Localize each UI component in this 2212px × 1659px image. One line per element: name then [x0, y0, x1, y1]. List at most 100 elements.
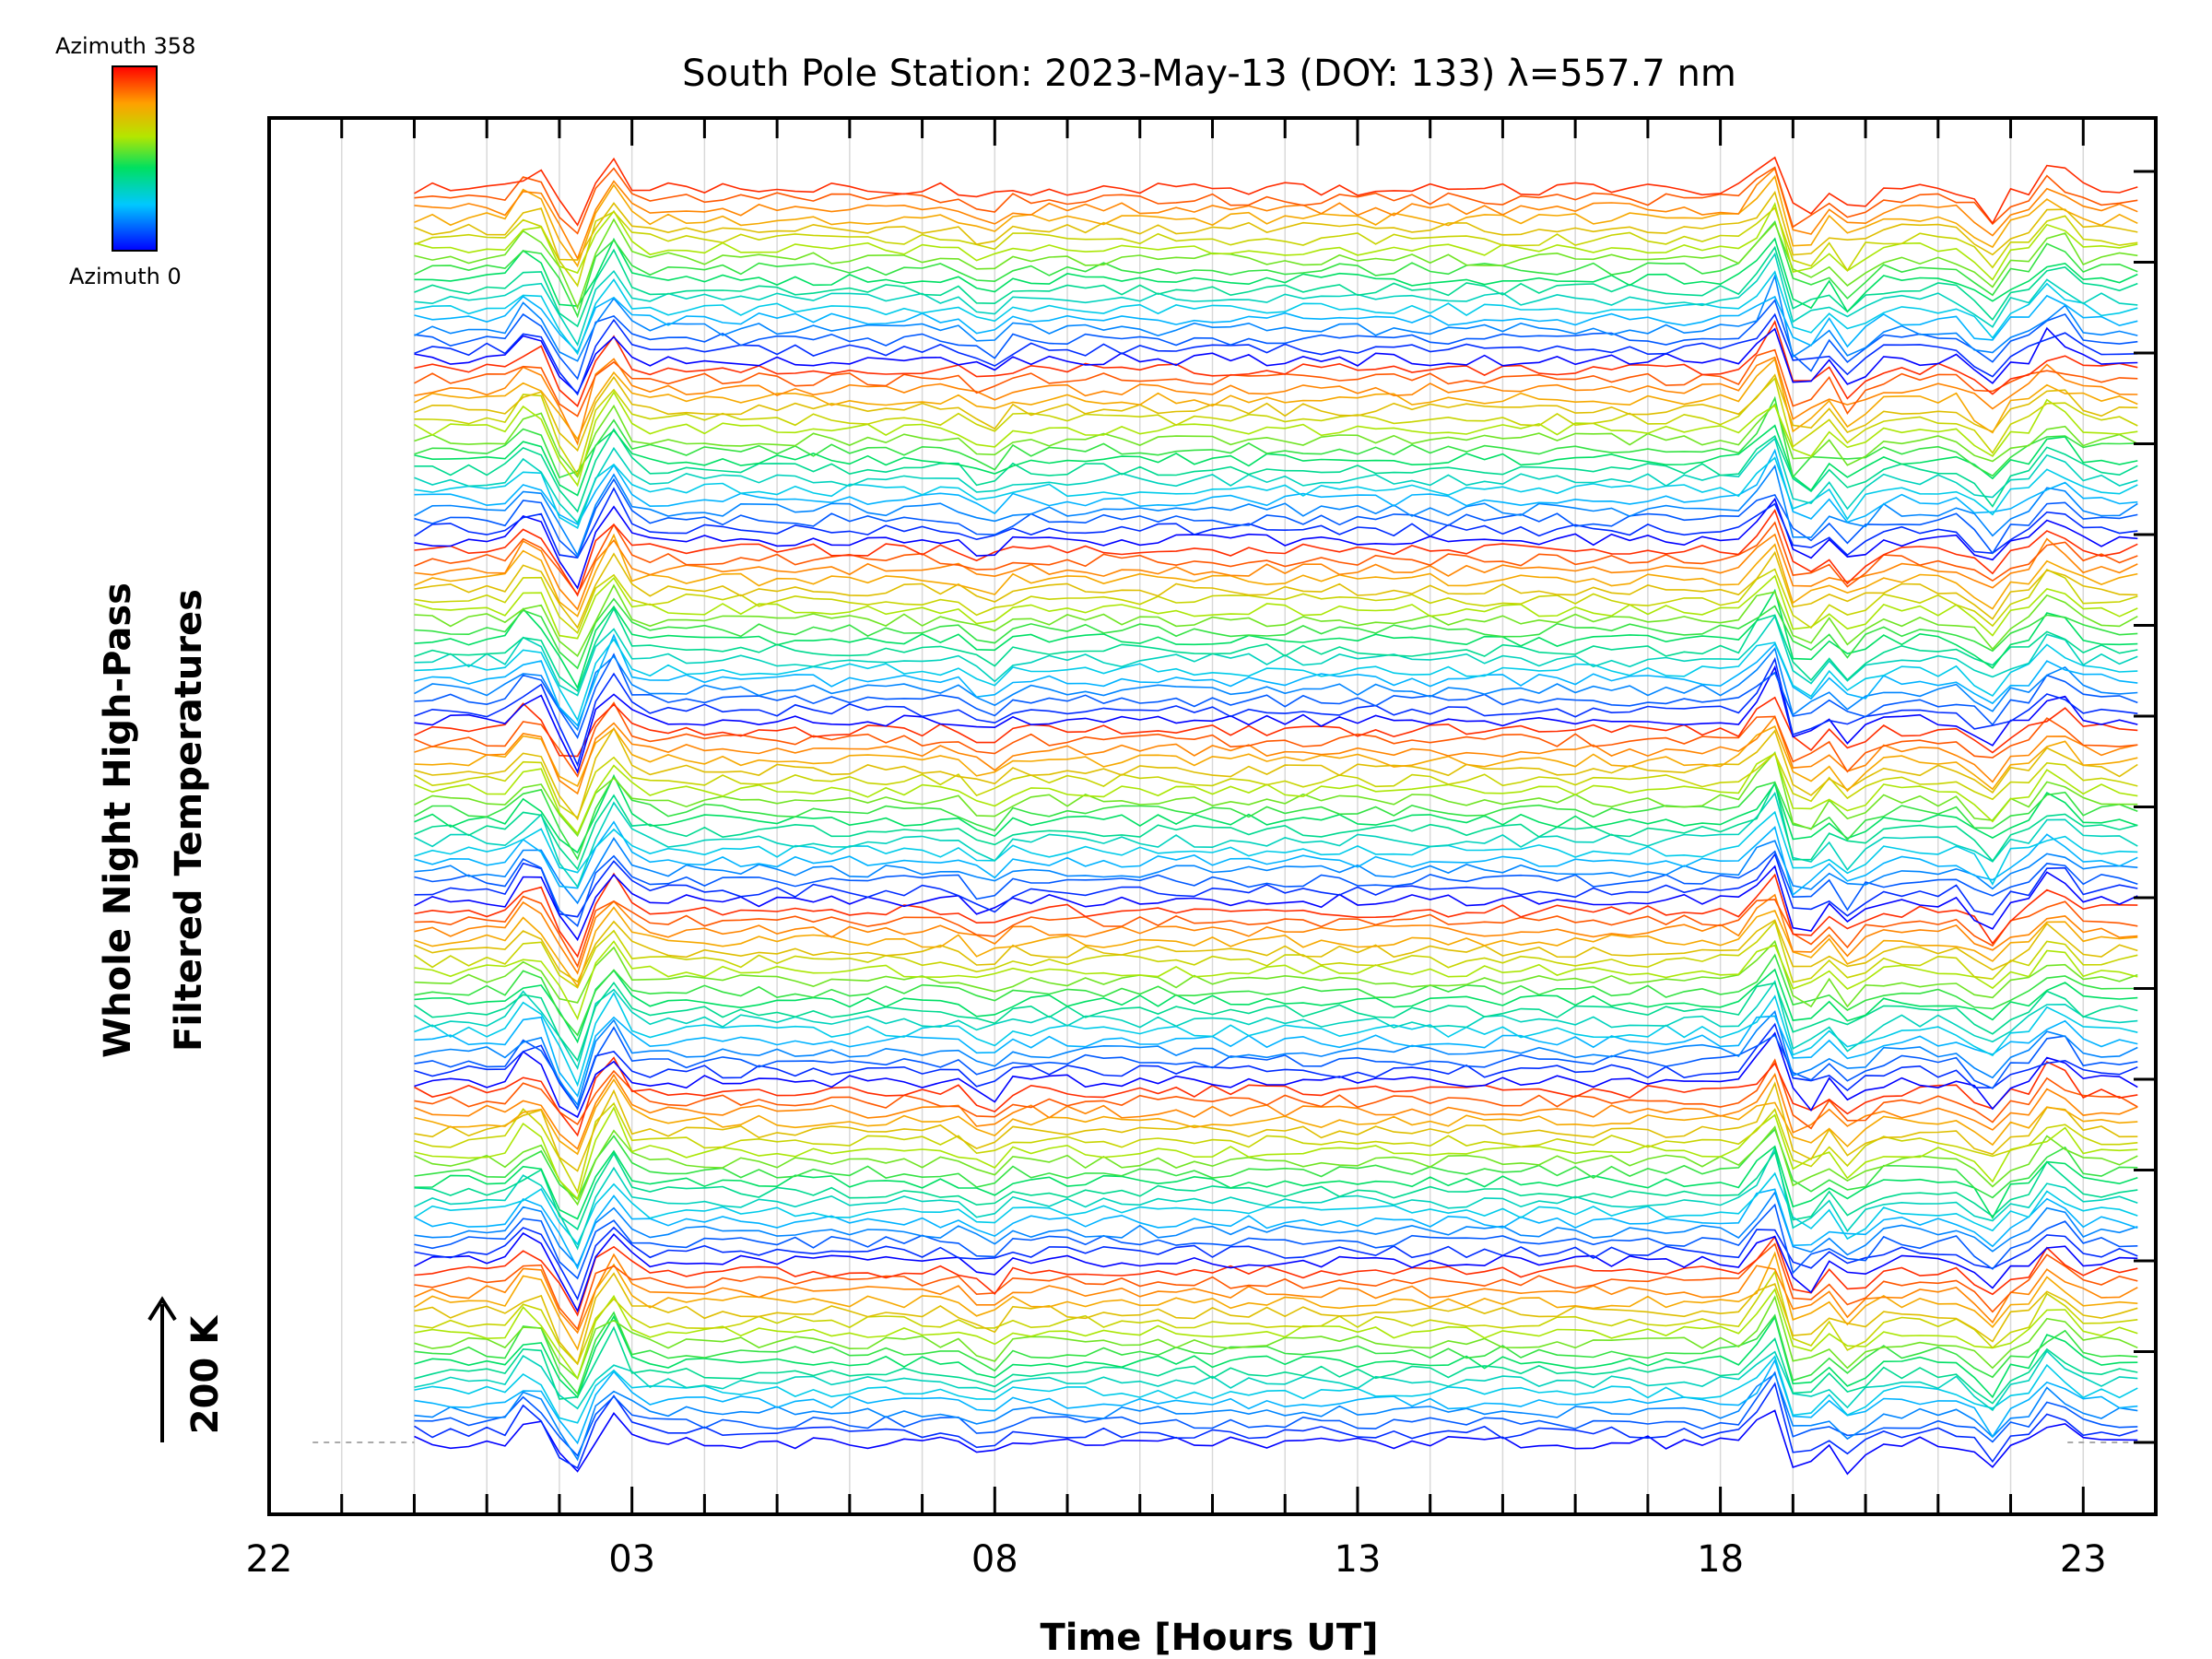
trace-line [414, 428, 2138, 513]
trace-line [414, 1226, 2138, 1301]
x-tick-label: 23 [2060, 1538, 2107, 1581]
trace-line [414, 1072, 2138, 1150]
trace-line [414, 574, 2138, 640]
trace-line [414, 156, 2138, 227]
trace-line [414, 395, 2138, 479]
trace-line [414, 1409, 2138, 1476]
trace-line [414, 991, 2138, 1088]
trace-line [414, 1026, 2138, 1112]
trace-line [414, 872, 2138, 959]
trace-line [414, 356, 2138, 446]
trace-line [414, 614, 2138, 697]
scale-indicator: 200 K [147, 1296, 227, 1442]
trace-line [414, 1188, 2138, 1270]
trace-line [414, 1106, 2138, 1201]
trace-line [414, 791, 2138, 888]
trace-line [414, 1171, 2138, 1246]
trace-line [414, 981, 2138, 1063]
trace-line [414, 456, 2138, 529]
trace-line [414, 448, 2138, 525]
trace-line [414, 1081, 2138, 1172]
trace-line [414, 1231, 2138, 1313]
trace-line [414, 1058, 2138, 1130]
trace-line [414, 202, 2138, 281]
trace-line [414, 1009, 2138, 1107]
x-tick-label: 22 [246, 1538, 293, 1581]
trace-line [414, 497, 2138, 590]
trace-line [414, 696, 2138, 758]
trace-line [414, 403, 2138, 478]
trace-line [414, 714, 2138, 795]
trace-line [414, 953, 2138, 1037]
trace-line [414, 437, 2138, 524]
trace-line [414, 1371, 2138, 1457]
trace-line [414, 597, 2138, 670]
colorbar: Azimuth 358 Azimuth 0 [55, 33, 195, 289]
trace-line [414, 299, 2138, 381]
trace-line [414, 980, 2138, 1071]
trace-line [414, 647, 2138, 732]
trace-line [414, 1101, 2138, 1194]
trace-line [414, 1314, 2138, 1399]
trace-line [414, 219, 2138, 319]
trace-line [414, 1015, 2138, 1098]
trace-line [414, 1270, 2138, 1366]
trace-line [414, 174, 2138, 268]
trace-line [414, 725, 2138, 793]
trace-line [414, 583, 2138, 658]
trace-line [414, 820, 2138, 897]
trace-line [414, 391, 2138, 488]
trace-line [414, 377, 2138, 477]
scale-label: 200 K [184, 1314, 227, 1434]
y-axis-title-line2: Filtered Temperatures [168, 589, 210, 1052]
trace-line [414, 1288, 2138, 1381]
trace-line [414, 638, 2138, 723]
trace-line [414, 906, 2138, 988]
traces [414, 156, 2138, 1476]
trace-line [414, 1145, 2138, 1220]
trace-line [414, 1295, 2138, 1380]
trace-line [414, 206, 2138, 288]
trace-line [414, 775, 2138, 861]
x-tick-labels: 22 03 08 13 18 23 [246, 1538, 2107, 1581]
trace-line [414, 853, 2138, 918]
trace-line [414, 940, 2138, 1021]
colorbar-top-label: Azimuth 358 [55, 33, 195, 59]
trace-line [414, 166, 2138, 235]
trace-line [414, 1382, 2138, 1470]
trace-line [414, 294, 2138, 354]
trace-line [414, 270, 2138, 356]
trace-line [414, 533, 2138, 618]
trace-line [414, 836, 2138, 905]
trace-line [414, 508, 2138, 597]
trace-line [414, 1191, 2138, 1267]
ticks [340, 118, 2156, 1514]
trace-line [414, 1031, 2138, 1119]
trace-line [414, 326, 2138, 394]
trace-line [414, 1311, 2138, 1395]
trace-line [414, 312, 2138, 396]
trace-line [414, 521, 2138, 596]
x-tick-label: 18 [1697, 1538, 1744, 1581]
trace-line [414, 218, 2138, 311]
trace-line [414, 1128, 2138, 1201]
trace-line [414, 358, 2138, 441]
trace-line [414, 1253, 2138, 1335]
trace-line [414, 348, 2138, 418]
chart-title: South Pole Station: 2023-May-13 (DOY: 13… [682, 53, 1736, 95]
scale-arrowhead-icon [147, 1296, 177, 1322]
trace-line [414, 750, 2138, 838]
trace-line [414, 320, 2138, 407]
trace-line [414, 1242, 2138, 1331]
trace-line [414, 373, 2138, 453]
trace-line [414, 865, 2138, 942]
trace-line [414, 968, 2138, 1044]
trace-line [414, 850, 2138, 927]
trace-line [414, 190, 2138, 261]
trace-line [414, 550, 2138, 629]
trace-line [414, 920, 2138, 989]
trace-line [414, 1146, 2138, 1251]
trace-line [414, 1358, 2138, 1445]
trace-line [414, 653, 2138, 739]
